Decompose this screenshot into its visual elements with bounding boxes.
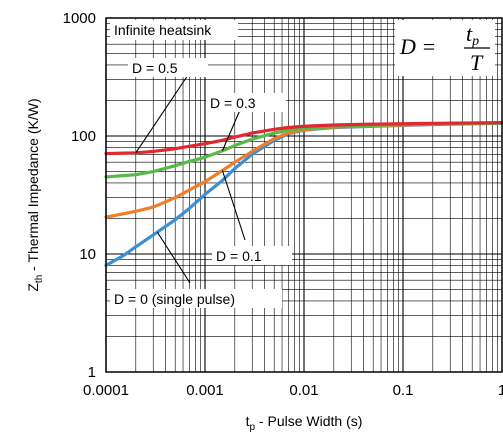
x-tick-label: 0.1 bbox=[393, 382, 414, 399]
annotation-label-1: D = 0.3 bbox=[210, 95, 256, 111]
x-tick-label: 1 bbox=[498, 382, 503, 399]
annotation-pointer-1 bbox=[221, 109, 241, 151]
annotation-pointer-0 bbox=[135, 71, 191, 154]
x-axis-label-main: t bbox=[246, 413, 250, 429]
series-line-3 bbox=[104, 120, 503, 156]
series-layer bbox=[104, 120, 503, 268]
annotation-label-3: D = 0 (single pulse) bbox=[114, 291, 235, 307]
y-axis-label: Zth - Thermal Impedance (K/W) bbox=[25, 98, 45, 291]
y-tick-label: 1000 bbox=[63, 10, 96, 27]
x-tick-label: 0.01 bbox=[289, 382, 318, 399]
plot-frame bbox=[105, 17, 503, 373]
x-tick-label: 0.0001 bbox=[83, 382, 129, 399]
formula-denominator: T bbox=[470, 50, 484, 75]
y-axis-label-sub: th bbox=[34, 275, 45, 283]
x-tick-label: 0.001 bbox=[186, 382, 224, 399]
annotation-pointer-3 bbox=[156, 231, 191, 284]
formula-lhs: D = bbox=[399, 34, 436, 59]
annotation-bg-1 bbox=[206, 93, 286, 112]
y-tick-label: 1 bbox=[88, 364, 96, 381]
condition-label-bg bbox=[110, 20, 238, 40]
y-tick-label: 10 bbox=[79, 246, 96, 263]
annotation-label-0: D = 0.5 bbox=[132, 60, 178, 76]
annotation-bg-0 bbox=[128, 58, 208, 77]
y-tick-label: 100 bbox=[71, 128, 96, 145]
duty-cycle-formula: D = tp T bbox=[395, 20, 495, 76]
annotation-label-2: D = 0.1 bbox=[216, 248, 262, 264]
y-axis-label-main: Z bbox=[25, 283, 41, 292]
formula-numerator: tp bbox=[466, 21, 479, 49]
x-axis-label: tp - Pulse Width (s) bbox=[246, 413, 363, 433]
formula-numerator-main: t bbox=[466, 21, 473, 46]
annotation-layer: D = 0.5 D = 0.3 D = 0.1 D = 0 (single pulse… bbox=[110, 58, 292, 308]
annotation-pointer-2 bbox=[221, 170, 246, 241]
annotation-bg-2 bbox=[212, 246, 292, 265]
condition-label: Infinite heatsink bbox=[114, 22, 212, 38]
y-axis-label-rest: - Thermal Impedance (K/W) bbox=[25, 98, 41, 274]
annotation-bg-3 bbox=[110, 289, 282, 308]
x-tick-labels: 0.0001 0.001 0.01 0.1 1 bbox=[83, 382, 503, 399]
formula-numerator-sub: p bbox=[471, 34, 479, 49]
x-axis-label-rest: - Pulse Width (s) bbox=[255, 413, 362, 429]
x-axis-label-sub: p bbox=[249, 422, 255, 433]
y-tick-labels: 1 10 100 1000 bbox=[63, 10, 96, 381]
